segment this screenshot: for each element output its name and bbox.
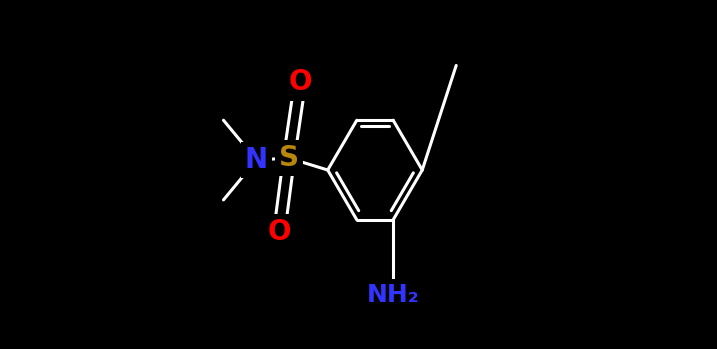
Text: NH₂: NH₂ <box>367 283 419 306</box>
Text: S: S <box>279 144 299 172</box>
Text: O: O <box>288 68 312 96</box>
Text: O: O <box>267 218 291 246</box>
Text: N: N <box>245 146 268 174</box>
